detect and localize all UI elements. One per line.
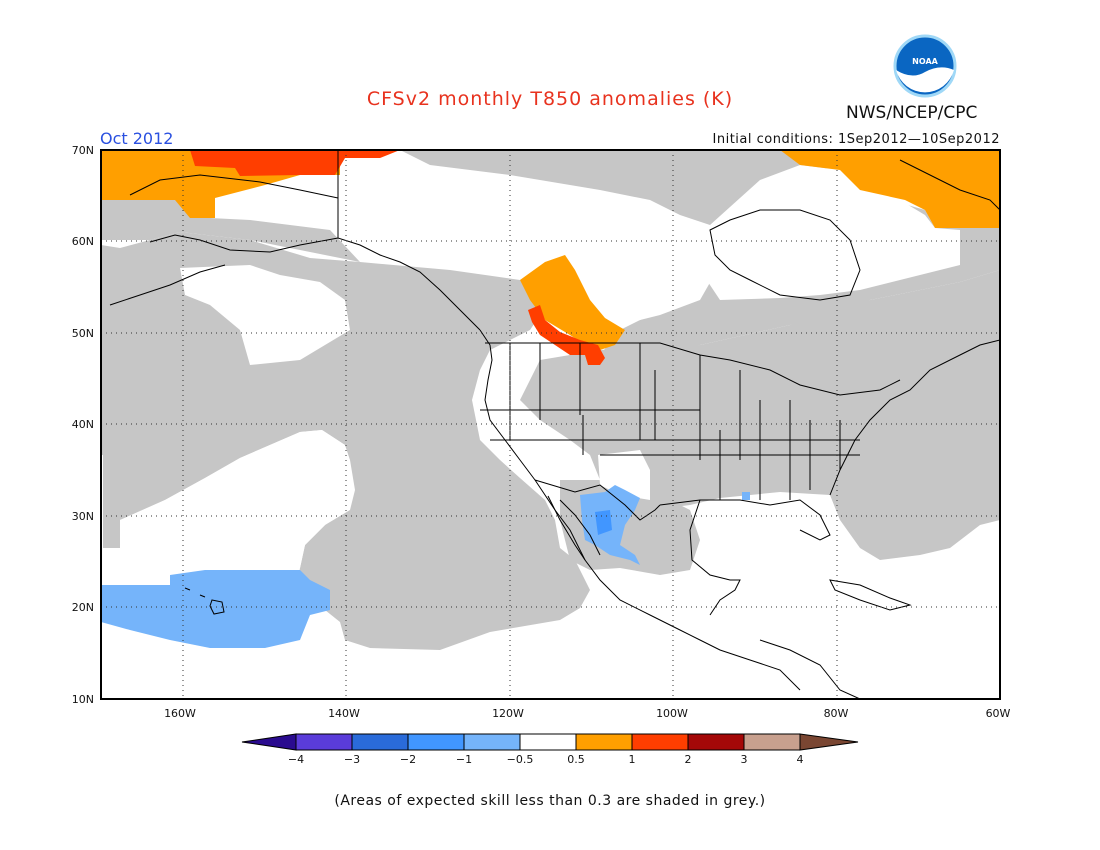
noaa-logo-text: NOAA bbox=[912, 57, 938, 66]
colorbar-tick-label: −1 bbox=[456, 753, 472, 766]
colorbar: −4 −3 −2 −1 −0.5 0.5 1 2 3 4 bbox=[241, 733, 859, 766]
map-panel[interactable] bbox=[100, 149, 1001, 700]
noaa-logo-bird bbox=[896, 67, 954, 93]
coastline-hawaii bbox=[184, 587, 225, 615]
chart-title: CFSv2 monthly T850 anomalies (K) bbox=[366, 88, 734, 110]
border-us-canada bbox=[485, 342, 901, 396]
coastline-gulf bbox=[659, 499, 831, 616]
agency-name: NWS/NCEP/CPC bbox=[846, 103, 978, 123]
lat-label: 30N bbox=[72, 510, 94, 523]
white-region-gulf-of-alaska bbox=[180, 265, 350, 365]
lon-label: 160W bbox=[164, 707, 196, 720]
lat-label: 10N bbox=[72, 693, 94, 706]
lat-label: 60N bbox=[72, 235, 94, 248]
lon-label: 100W bbox=[656, 707, 688, 720]
lon-label: 60W bbox=[986, 707, 1011, 720]
colorbar-swatch bbox=[743, 733, 801, 751]
colorbar-tick-label: 4 bbox=[797, 753, 804, 766]
coastline-central-america bbox=[759, 639, 861, 699]
colorbar-swatch bbox=[631, 733, 689, 751]
colorbar-swatch bbox=[575, 733, 633, 751]
coastline-alaska bbox=[129, 174, 481, 331]
colorbar-tick-label: 3 bbox=[741, 753, 748, 766]
colorbar-tick-label: −2 bbox=[400, 753, 416, 766]
lon-label: 140W bbox=[328, 707, 360, 720]
lon-label: 120W bbox=[492, 707, 524, 720]
lon-label: 80W bbox=[824, 707, 849, 720]
political-borders bbox=[337, 150, 901, 521]
colorbar-swatch bbox=[407, 733, 465, 751]
colorbar-swatch bbox=[295, 733, 353, 751]
noaa-logo: NOAA bbox=[893, 34, 957, 98]
white-region-hawaii-north bbox=[120, 430, 350, 585]
coastline-west-us bbox=[479, 329, 801, 691]
coastlines bbox=[109, 159, 1000, 699]
coastline-cuba bbox=[829, 579, 912, 611]
colorbar-tick-label: −3 bbox=[344, 753, 360, 766]
forecast-period: Oct 2012 bbox=[100, 129, 174, 148]
lat-label: 40N bbox=[72, 418, 94, 431]
colorbar-tick-label: 0.5 bbox=[567, 753, 585, 766]
white-region-greenland-west bbox=[700, 165, 960, 300]
initial-conditions: Initial conditions: 1Sep2012—10Sep2012 bbox=[712, 132, 1000, 147]
colorbar-swatch-right-arrow bbox=[799, 733, 859, 751]
white-region-texas bbox=[598, 450, 650, 500]
colorbar-tick-label: −0.5 bbox=[507, 753, 534, 766]
longitude-labels: 160W 140W 120W 100W 80W 60W bbox=[164, 707, 1010, 720]
blue-region-gulf bbox=[742, 492, 750, 500]
lat-label: 70N bbox=[72, 144, 94, 157]
coastline-hudson-bay bbox=[709, 209, 861, 301]
colorbar-swatch bbox=[351, 733, 409, 751]
darker-blue-region-mexico bbox=[595, 510, 612, 535]
orange-region-canada bbox=[520, 255, 625, 350]
us-state-lines bbox=[480, 343, 860, 500]
coastline-baja bbox=[547, 495, 601, 561]
colorbar-swatch bbox=[687, 733, 745, 751]
red-region-canada bbox=[528, 305, 605, 365]
colorbar-swatch bbox=[519, 733, 577, 751]
map-frame bbox=[100, 149, 1001, 700]
skill-note: (Areas of expected skill less than 0.3 a… bbox=[334, 793, 766, 809]
border-us-mexico bbox=[534, 479, 661, 521]
blue-region-hawaii bbox=[101, 570, 330, 648]
colorbar-tick-label: 2 bbox=[685, 753, 692, 766]
colorbar-tick-label: −4 bbox=[288, 753, 304, 766]
lat-label: 50N bbox=[72, 327, 94, 340]
latitude-labels: 70N 60N 50N 40N 30N 20N 10N bbox=[72, 144, 94, 706]
orange-region-arctic-east bbox=[780, 150, 1000, 228]
white-region-hudson bbox=[575, 235, 720, 325]
colorbar-swatch-left-arrow bbox=[241, 733, 297, 751]
coastline-greenland bbox=[899, 159, 1000, 211]
colorbar-swatch bbox=[463, 733, 521, 751]
red-region-arctic-west bbox=[190, 150, 400, 176]
coastline-aleutians bbox=[109, 264, 226, 306]
colorbar-tick-label: 1 bbox=[629, 753, 636, 766]
lat-label: 20N bbox=[72, 601, 94, 614]
